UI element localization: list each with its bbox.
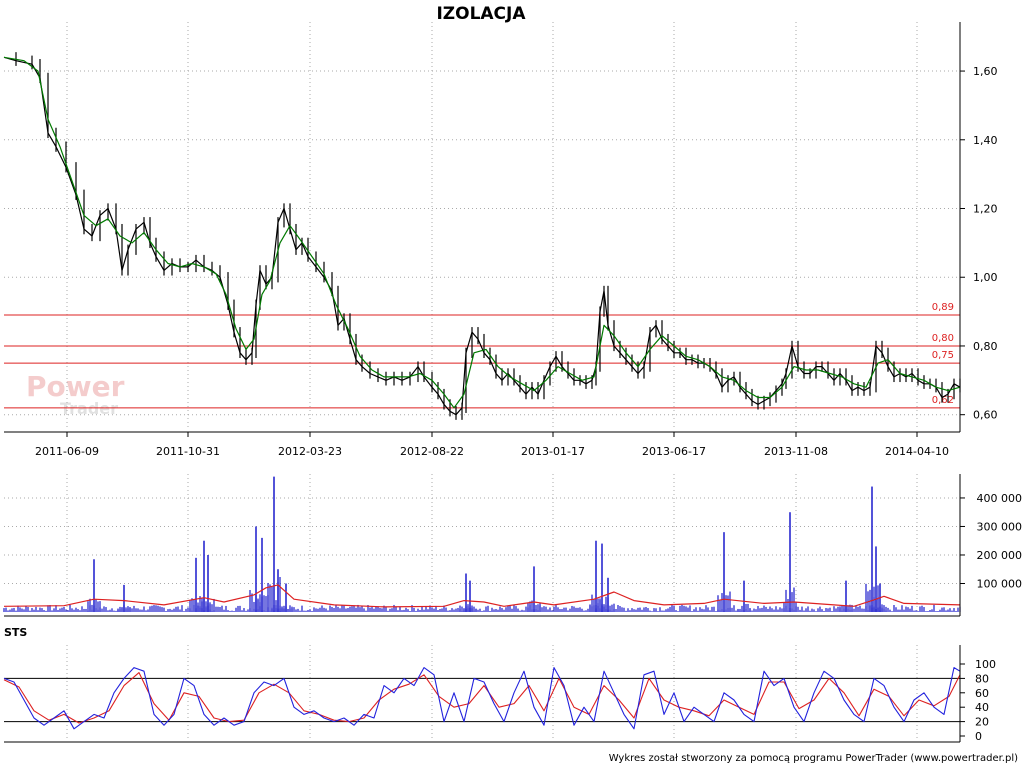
logo-word-trader: Trader <box>60 399 118 418</box>
x-tick-label: 2011-06-09 <box>35 445 99 458</box>
oscillator-main-line <box>3 667 961 730</box>
powertrader-logo: Power Trader <box>26 370 125 418</box>
oscillator-y-tick-label: 40 <box>975 701 989 714</box>
volume-bars <box>3 476 961 612</box>
price-y-tick-label: 0,80 <box>973 340 998 353</box>
x-tick-label: 2013-06-17 <box>642 445 706 458</box>
x-tick-label: 2012-08-22 <box>400 445 464 458</box>
volume-average-line <box>3 584 961 608</box>
price-y-tick-label: 1,00 <box>973 271 998 284</box>
x-tick-label: 2014-04-10 <box>885 445 949 458</box>
oscillator-y-tick-label: 60 <box>975 687 989 700</box>
oscillator-title: STS <box>4 626 27 639</box>
series-layer <box>3 52 961 730</box>
logo-word-power: Power <box>26 370 125 403</box>
x-tick-label: 2013-01-17 <box>521 445 585 458</box>
reference-line-label: 0,89 <box>932 302 954 313</box>
price-moving-average-line <box>3 56 961 409</box>
reference-line-label: 0,75 <box>932 350 954 361</box>
x-tick-label: 2011-10-31 <box>156 445 220 458</box>
price-y-tick-label: 1,20 <box>973 203 998 216</box>
oscillator-y-tick-label: 0 <box>975 730 982 743</box>
price-close-line <box>3 56 961 416</box>
volume-y-tick-label: 300 000 <box>977 520 1023 533</box>
volume-y-tick-label: 400 000 <box>977 492 1023 505</box>
x-tick-label: 2013-11-08 <box>764 445 828 458</box>
oscillator-y-tick-label: 20 <box>975 716 989 729</box>
reference-lines: 0,89 0,80 0,75 0,62 <box>4 302 960 723</box>
oscillator-y-tick-label: 80 <box>975 672 989 685</box>
reference-line-label: 0,80 <box>932 333 954 344</box>
volume-y-tick-label: 200 000 <box>977 549 1023 562</box>
price-y-tick-label: 1,40 <box>973 134 998 147</box>
oscillator-signal-line <box>3 672 961 724</box>
axis-layer: 2011-06-09 2011-10-31 2012-03-23 2012-08-22… <box>4 22 1022 743</box>
oscillator-y-tick-label: 100 <box>975 658 996 671</box>
chart-title: IZOLACJA <box>436 4 526 24</box>
price-y-tick-label: 1,60 <box>973 65 998 78</box>
price-y-tick-label: 0,60 <box>973 409 998 422</box>
x-tick-label: 2012-03-23 <box>278 445 342 458</box>
footer-credit: Wykres został stworzony za pomocą progra… <box>609 753 1018 764</box>
reference-line-label: 0,62 <box>932 395 954 406</box>
volume-y-tick-label: 100 000 <box>977 577 1023 590</box>
